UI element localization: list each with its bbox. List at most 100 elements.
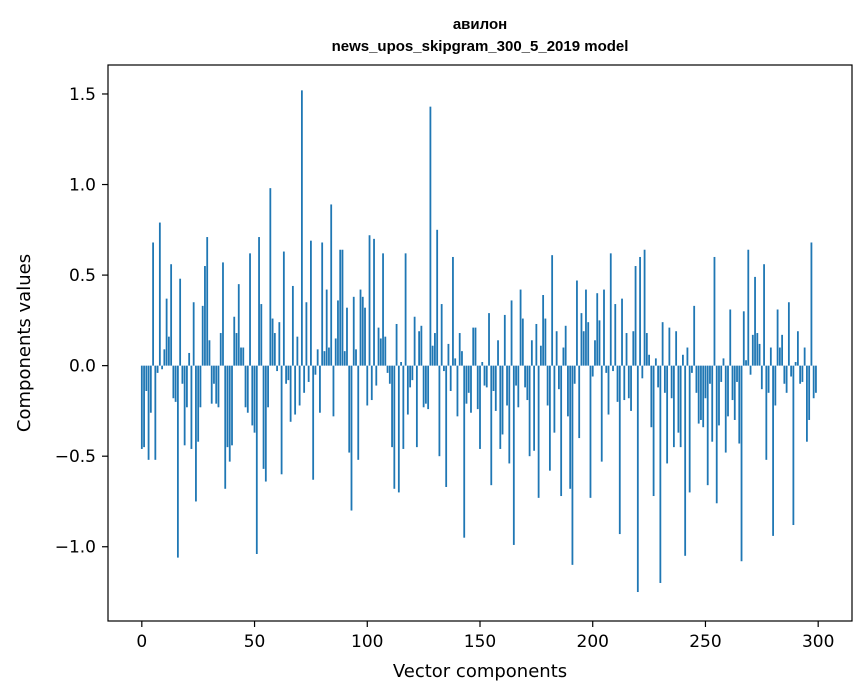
bar: [801, 365, 804, 382]
bar: [237, 284, 240, 366]
bar: [679, 365, 682, 448]
bar: [553, 365, 556, 433]
x-tick-label: 0: [136, 632, 147, 652]
bar: [359, 289, 362, 366]
bar: [781, 334, 784, 366]
bar: [641, 365, 644, 379]
bar: [429, 106, 432, 366]
bar: [264, 365, 267, 482]
bar: [357, 365, 360, 460]
bar: [643, 249, 646, 366]
bar: [695, 365, 698, 393]
bar: [406, 365, 409, 415]
bar: [652, 365, 655, 497]
x-tick-label: 250: [689, 632, 721, 652]
y-tick-label: −0.5: [55, 447, 96, 467]
x-axis: 0 50 100 150 200 250 300: [136, 621, 834, 652]
bar: [222, 262, 224, 366]
bar: [510, 300, 513, 366]
bar: [291, 285, 294, 366]
bar: [420, 325, 423, 366]
bar: [713, 256, 716, 366]
bar: [512, 365, 515, 545]
bar: [213, 365, 215, 384]
bar: [767, 365, 770, 393]
bar: [231, 365, 233, 446]
bar: [172, 365, 175, 399]
bar: [704, 365, 707, 399]
bar: [785, 365, 788, 393]
bar: [603, 289, 605, 366]
bar: [253, 365, 256, 433]
bar: [197, 365, 200, 442]
bar: [289, 365, 292, 422]
bar: [720, 365, 723, 382]
bar: [413, 316, 416, 366]
bar: [607, 365, 610, 415]
bar: [224, 365, 227, 489]
bar: [760, 365, 763, 390]
bar: [147, 365, 150, 460]
bar: [749, 365, 752, 375]
bar: [594, 340, 596, 366]
bar: [316, 349, 319, 366]
bar: [535, 323, 538, 366]
bar: [794, 362, 797, 366]
bar: [492, 365, 495, 391]
bar: [591, 365, 594, 377]
y-tick-label: −1.0: [55, 538, 96, 558]
bar: [287, 365, 290, 381]
bar: [328, 347, 330, 366]
bar: [174, 365, 177, 402]
bar: [693, 305, 696, 366]
x-tick-label: 200: [577, 632, 609, 652]
bar: [677, 365, 680, 433]
bar: [774, 365, 777, 406]
bar: [799, 365, 802, 384]
bar: [249, 253, 251, 366]
bar: [255, 365, 258, 554]
bar: [152, 242, 154, 366]
bar: [580, 313, 583, 366]
bar: [738, 365, 741, 444]
y-axis-label: Components values: [14, 254, 35, 432]
bar: [352, 296, 355, 366]
bar: [465, 365, 468, 404]
bar: [765, 365, 768, 460]
bar: [183, 365, 186, 446]
bar: [456, 365, 459, 417]
bar: [571, 365, 574, 565]
bar: [192, 302, 195, 366]
x-tick-label: 150: [464, 632, 496, 652]
bar: [161, 365, 164, 370]
bar: [688, 365, 691, 493]
bar: [576, 280, 578, 366]
bar: [140, 365, 143, 449]
bar: [219, 333, 222, 366]
bar: [258, 237, 260, 366]
bar: [810, 242, 813, 366]
bar: [806, 365, 808, 442]
bar: [267, 365, 269, 408]
bar: [424, 365, 427, 404]
bar: [278, 322, 281, 366]
bar: [395, 323, 398, 366]
bar: [485, 365, 488, 388]
y-tick-label: 1.0: [69, 176, 96, 196]
bar: [163, 349, 166, 366]
bar: [427, 365, 430, 410]
bar: [143, 365, 145, 448]
bar: [659, 365, 662, 583]
bar: [384, 336, 387, 366]
bar: [772, 365, 774, 536]
bar: [569, 365, 572, 489]
y-tick-label: 0.5: [69, 266, 96, 286]
bar: [585, 289, 587, 366]
bar: [366, 365, 369, 406]
bar: [375, 365, 378, 386]
bar: [526, 365, 529, 401]
bar: [614, 304, 617, 366]
bar: [300, 90, 303, 366]
bar: [533, 365, 536, 451]
bar: [670, 365, 673, 399]
